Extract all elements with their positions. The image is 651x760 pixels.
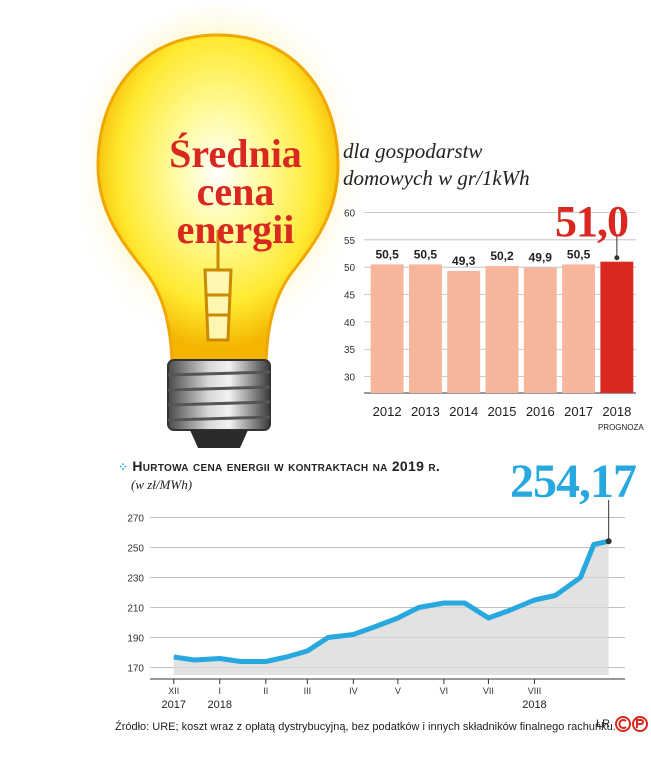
- y-tick-label: 30: [344, 373, 356, 384]
- y-tick-label: 35: [344, 345, 356, 356]
- year-label: 2017: [162, 699, 186, 710]
- last-point: [605, 538, 612, 545]
- subtitle-line-2: domowych w gr/1kWh: [343, 166, 530, 190]
- y-tick-label: 45: [344, 291, 356, 302]
- chart-subtitle: dla gospodarstw domowych w gr/1kWh: [343, 138, 530, 192]
- y-tick-label: 210: [127, 604, 144, 615]
- x-tick-label: 2018: [602, 404, 631, 419]
- x-tick-label: VIII: [528, 686, 542, 696]
- wholesale-heading: ⁘ Hurtowa cena energii w kontraktach na 2…: [118, 458, 440, 474]
- area-fill: [173, 541, 609, 675]
- data-label: 49,9: [529, 251, 553, 265]
- bar: [600, 261, 634, 393]
- wholesale-price-label: 254,17: [510, 455, 637, 508]
- y-tick-label: 170: [127, 664, 144, 675]
- x-tick-label: II: [263, 686, 268, 696]
- page-title-line-1: Średnia: [169, 131, 302, 176]
- data-label: 50,5: [414, 247, 438, 261]
- x-tick-label: 2012: [373, 404, 402, 419]
- bar: [370, 264, 404, 393]
- page-title-line-2: cena: [196, 169, 275, 214]
- forecast-price-label: 51,0: [555, 197, 629, 246]
- author-initials: ŁR: [596, 717, 611, 730]
- leader-dot: [614, 255, 620, 261]
- y-tick-label: 250: [127, 544, 144, 555]
- x-tick-label: 2015: [488, 404, 517, 419]
- wholesale-heading-text: Hurtowa cena energii w kontraktach na 20…: [132, 458, 441, 474]
- bar: [408, 264, 442, 393]
- y-tick-label: 190: [127, 634, 144, 645]
- y-tick-label: 40: [344, 318, 356, 329]
- category-note: PROGNOZA: [598, 423, 644, 432]
- x-tick-label: III: [304, 686, 312, 696]
- data-label: 49,3: [452, 254, 476, 268]
- price-bar-chart: 30 35 40 45 50 55 60 2012 50,5 2013 50,5 2014 49,3 20…: [344, 208, 644, 432]
- dots-icon: ⁘: [118, 460, 129, 474]
- data-label: 50,2: [490, 249, 514, 263]
- light-bulb-icon: [80, 5, 368, 448]
- bar: [523, 267, 557, 393]
- x-tick-label: I: [219, 686, 222, 696]
- source-footer: Źródło: URE; koszt wraz z opłatą dystryb…: [115, 721, 616, 733]
- year-label: 2018: [208, 699, 232, 710]
- y-tick-label: 270: [127, 514, 144, 525]
- x-tick-label: 2014: [449, 404, 478, 419]
- data-label: 50,5: [375, 247, 399, 261]
- x-tick-label: XII: [168, 686, 179, 696]
- y-tick-label: 230: [127, 574, 144, 585]
- x-tick-label: 2013: [411, 404, 440, 419]
- x-tick-label: VII: [483, 686, 494, 696]
- x-tick-label: 2017: [564, 404, 593, 419]
- bar: [485, 266, 519, 393]
- x-tick-label: VI: [440, 686, 449, 696]
- y-tick-label: 60: [344, 208, 356, 219]
- bar: [562, 264, 596, 393]
- wholesale-unit: (w zł/MWh): [131, 477, 193, 492]
- x-tick-label: IV: [349, 686, 358, 696]
- credit: ŁR: [596, 716, 649, 732]
- x-tick-label: V: [395, 686, 401, 696]
- subtitle-line-1: dla gospodarstw: [343, 139, 483, 163]
- x-tick-label: 2016: [526, 404, 555, 419]
- y-tick-label: 50: [344, 263, 356, 274]
- cp-logo-icon: [615, 716, 649, 732]
- series-line: [173, 538, 610, 664]
- year-label: 2018: [522, 699, 546, 710]
- page-title-line-3: energii: [176, 207, 295, 252]
- bar: [447, 271, 481, 393]
- data-label: 50,5: [567, 247, 591, 261]
- y-tick-label: 55: [344, 236, 356, 247]
